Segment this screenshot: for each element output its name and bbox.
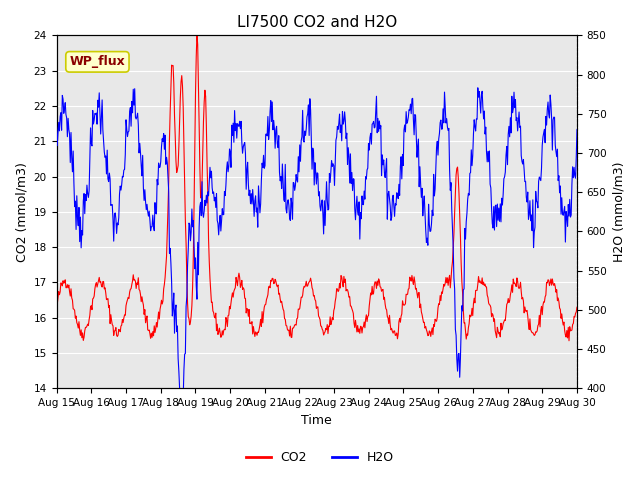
Text: WP_flux: WP_flux	[70, 55, 125, 68]
Y-axis label: CO2 (mmol/m3): CO2 (mmol/m3)	[15, 162, 28, 262]
Title: LI7500 CO2 and H2O: LI7500 CO2 and H2O	[237, 15, 397, 30]
Legend: CO2, H2O: CO2, H2O	[241, 446, 399, 469]
X-axis label: Time: Time	[301, 414, 332, 427]
Y-axis label: H2O (mmol/m3): H2O (mmol/m3)	[612, 162, 625, 262]
